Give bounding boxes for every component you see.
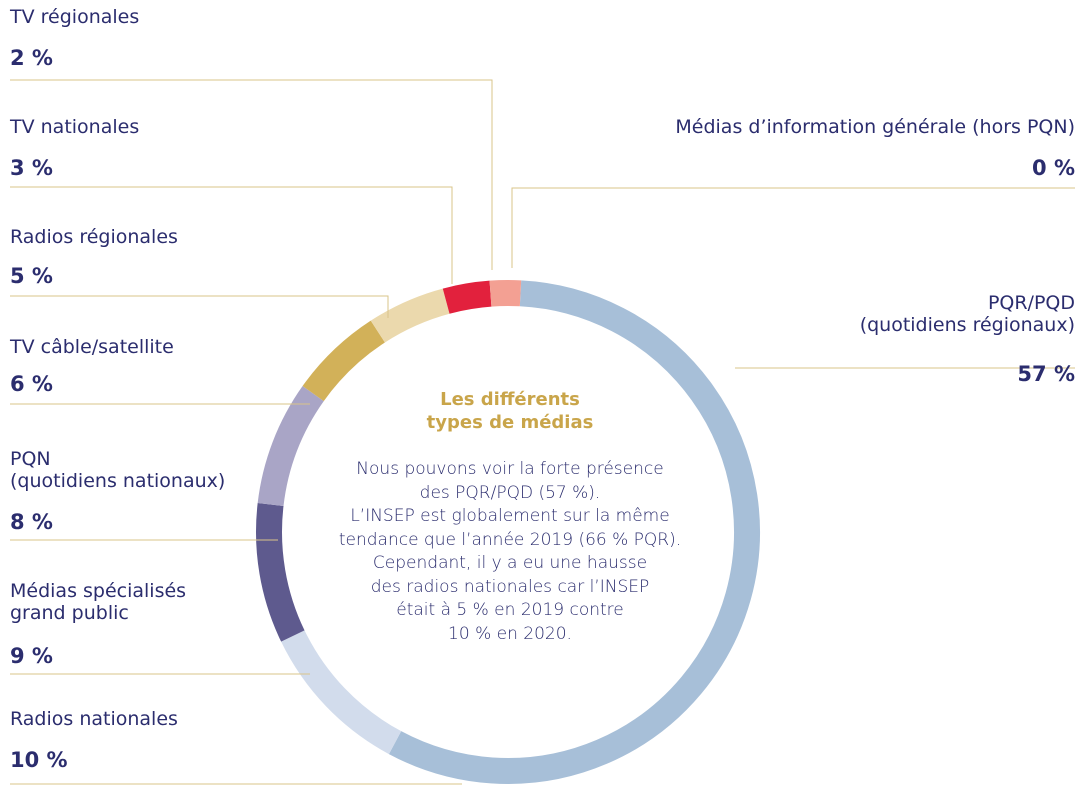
category-label: TV câble/satellite [10, 336, 174, 358]
value-label: 9 % [10, 644, 53, 668]
donut-segment [281, 630, 402, 755]
value-label: 8 % [10, 510, 53, 534]
donut-segment [257, 386, 324, 507]
annotation: Nous pouvons voir la forte présence des … [338, 459, 682, 644]
category-label: Radios régionales [10, 226, 178, 248]
value-label: 5 % [10, 264, 53, 288]
donut-segment [256, 503, 305, 642]
category-label: PQR/PQD (quotidiens régionaux) [859, 292, 1075, 336]
value-label: 6 % [10, 372, 53, 396]
category-label: Médias spécialisés grand public [10, 580, 187, 624]
leader-line [511, 187, 1075, 268]
donut-segment [370, 288, 450, 343]
donut-segment [489, 280, 522, 307]
donut-segment [302, 320, 386, 402]
value-label: 2 % [10, 46, 53, 70]
category-label: PQN (quotidiens nationaux) [10, 448, 226, 492]
category-label: Radios nationales [10, 708, 178, 730]
value-label: 3 % [10, 156, 53, 180]
category-label: TV nationales [10, 116, 140, 138]
value-label: 10 % [10, 748, 68, 772]
donut-segment [388, 280, 760, 784]
value-label: 57 % [1017, 362, 1075, 386]
leader-line [10, 79, 493, 270]
leader-line [10, 295, 389, 318]
donut-segment [442, 280, 492, 314]
leader-line [10, 186, 453, 284]
category-label: TV régionales [10, 6, 140, 28]
value-label: 0 % [1032, 156, 1075, 180]
chart-title: Les différents types de médias [426, 389, 594, 433]
category-label: Médias d’information générale (hors PQN) [675, 116, 1075, 138]
